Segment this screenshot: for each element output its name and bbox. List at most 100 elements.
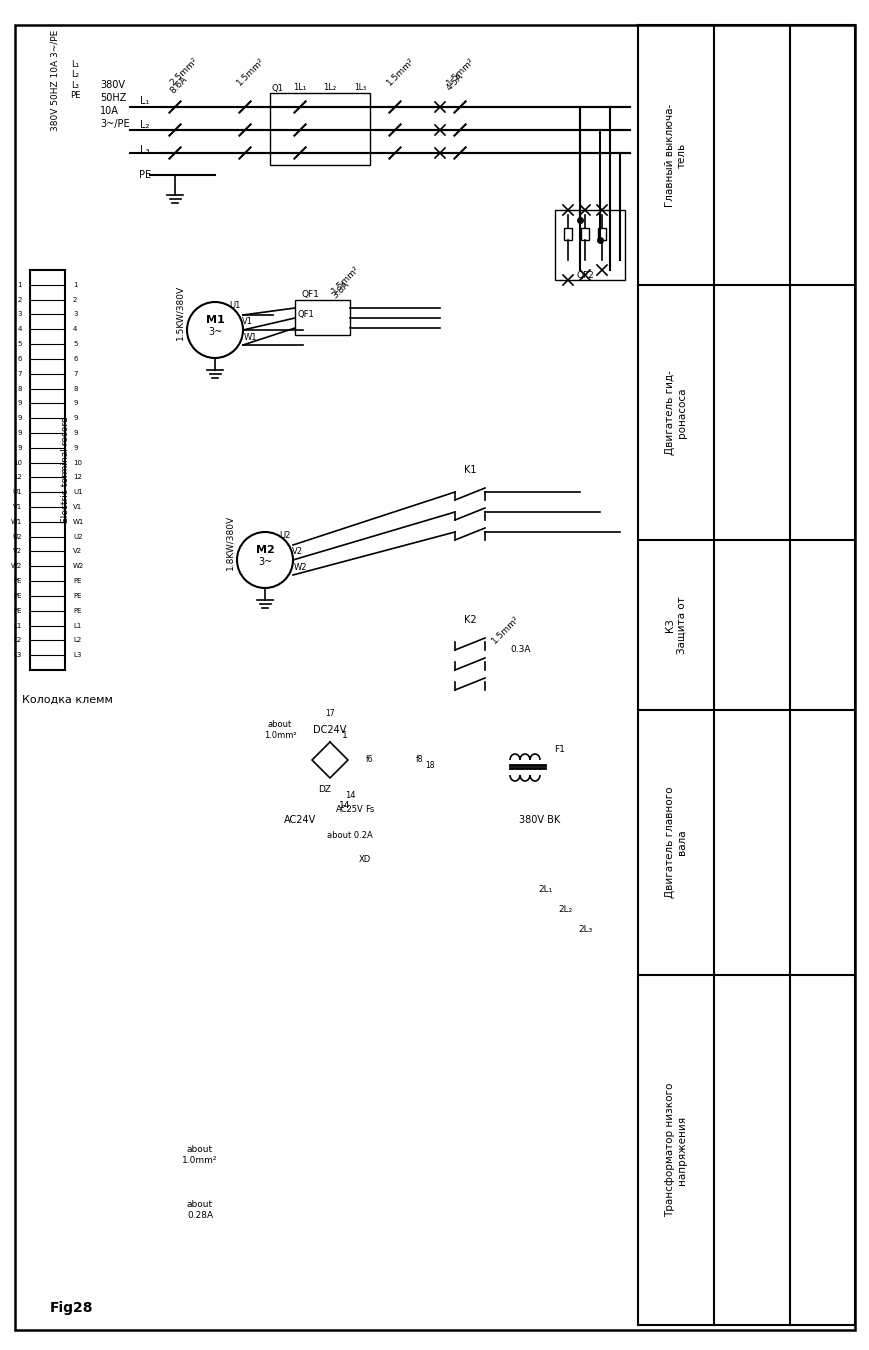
Text: L3: L3 (14, 652, 22, 659)
Text: 2L₂: 2L₂ (558, 906, 572, 914)
Text: about 0.2A: about 0.2A (327, 830, 373, 840)
Text: 5: 5 (17, 342, 22, 347)
Text: 1: 1 (17, 282, 22, 288)
Text: Electric terminal record: Electric terminal record (61, 417, 70, 524)
Bar (270, 93, 370, 165)
Text: 1L₂: 1L₂ (323, 84, 336, 93)
Text: 3: 3 (73, 312, 77, 317)
Text: U2: U2 (73, 533, 83, 540)
Text: 4.5A: 4.5A (445, 72, 466, 92)
Bar (555, 211, 625, 279)
Text: 12: 12 (13, 474, 22, 481)
Text: 1.5mm²: 1.5mm² (490, 614, 521, 645)
Text: about
1.0mm²: about 1.0mm² (263, 721, 296, 740)
Text: V1: V1 (242, 317, 253, 327)
Text: 6: 6 (73, 356, 77, 362)
Text: 1L₁: 1L₁ (294, 84, 307, 93)
Text: 1: 1 (342, 730, 348, 740)
Text: 2: 2 (17, 297, 22, 302)
Text: 1.5KW/380V: 1.5KW/380V (176, 285, 184, 340)
Text: 3: 3 (17, 312, 22, 317)
Text: M1: M1 (206, 315, 224, 325)
Text: L₃: L₃ (140, 144, 149, 155)
Text: U2: U2 (279, 531, 291, 540)
Text: W2: W2 (10, 563, 22, 570)
Text: PE: PE (14, 593, 22, 599)
Text: 380V: 380V (100, 80, 125, 90)
Text: 9: 9 (17, 416, 22, 421)
Text: 8: 8 (73, 386, 77, 391)
Text: Двигатель главного
вала: Двигатель главного вала (665, 787, 687, 898)
Text: L1: L1 (73, 622, 82, 629)
Text: V1: V1 (13, 504, 22, 510)
Text: 9: 9 (17, 401, 22, 406)
Text: 7: 7 (73, 371, 77, 377)
Text: PE: PE (14, 608, 22, 614)
Text: L₂: L₂ (140, 120, 149, 130)
Text: K2: K2 (464, 616, 476, 625)
Text: F1: F1 (554, 745, 566, 755)
Text: Fig28: Fig28 (50, 1301, 94, 1315)
Text: 2L₁: 2L₁ (538, 886, 552, 895)
Text: 9: 9 (73, 444, 77, 451)
Text: PE: PE (73, 593, 82, 599)
Text: 17: 17 (325, 709, 335, 717)
Text: 50HZ: 50HZ (100, 93, 126, 103)
Text: 1.5mm²: 1.5mm² (385, 57, 416, 88)
Text: 3.8A: 3.8A (330, 279, 351, 301)
Text: 3~/PE: 3~/PE (100, 119, 129, 130)
Text: 0.3A: 0.3A (510, 645, 530, 655)
Text: W2: W2 (73, 563, 84, 570)
Text: 8.6A: 8.6A (168, 74, 189, 96)
Text: U1: U1 (73, 489, 83, 495)
Text: 5: 5 (73, 342, 77, 347)
Text: Fs: Fs (365, 806, 375, 814)
Text: L3: L3 (73, 652, 82, 659)
Text: DC24V: DC24V (314, 725, 347, 734)
Text: AC24V: AC24V (284, 815, 316, 825)
Text: К3
Защита от: К3 Защита от (665, 597, 687, 653)
Text: 1: 1 (73, 282, 77, 288)
Bar (564, 228, 572, 240)
Text: AC25V: AC25V (336, 806, 364, 814)
Text: L₁: L₁ (140, 96, 149, 107)
Text: 12: 12 (73, 474, 82, 481)
Bar (581, 228, 589, 240)
Text: Колодка клемм: Колодка клемм (23, 695, 113, 705)
Text: 18: 18 (425, 760, 434, 770)
Text: PE: PE (73, 578, 82, 585)
Text: 10A: 10A (100, 107, 119, 116)
Text: 1.5mm²: 1.5mm² (445, 57, 476, 88)
Text: W1: W1 (10, 518, 22, 525)
Text: PE: PE (73, 608, 82, 614)
Text: 7: 7 (17, 371, 22, 377)
Text: L2: L2 (73, 637, 81, 644)
Text: 10: 10 (73, 459, 82, 466)
Text: 380V 50HZ 10A 3~/PE: 380V 50HZ 10A 3~/PE (50, 30, 59, 131)
Text: 1.8KW/380V: 1.8KW/380V (225, 514, 235, 570)
Text: 9: 9 (73, 429, 77, 436)
Text: L2: L2 (14, 637, 22, 644)
Text: U1: U1 (229, 301, 241, 309)
Text: W1: W1 (73, 518, 84, 525)
Text: 4: 4 (73, 327, 77, 332)
Text: QF1: QF1 (301, 290, 319, 300)
Text: 6: 6 (17, 356, 22, 362)
Text: U2: U2 (12, 533, 22, 540)
Text: K1: K1 (464, 464, 476, 475)
Text: 10: 10 (13, 459, 22, 466)
Text: 3~: 3~ (258, 558, 272, 567)
Text: 14: 14 (339, 801, 351, 810)
Text: M2: M2 (255, 545, 275, 555)
Text: 9: 9 (73, 401, 77, 406)
Text: W1: W1 (243, 333, 256, 343)
Text: 9: 9 (73, 416, 77, 421)
Text: about
0.28A: about 0.28A (187, 1200, 213, 1219)
Text: about
1.0mm²: about 1.0mm² (182, 1145, 218, 1165)
Text: 8: 8 (17, 386, 22, 391)
Text: L1: L1 (14, 622, 22, 629)
Text: PE: PE (139, 170, 151, 180)
Text: L₁
L₂
L₃
PE: L₁ L₂ L₃ PE (70, 59, 80, 100)
Text: 1L₃: 1L₃ (354, 84, 366, 93)
Bar (295, 300, 350, 335)
